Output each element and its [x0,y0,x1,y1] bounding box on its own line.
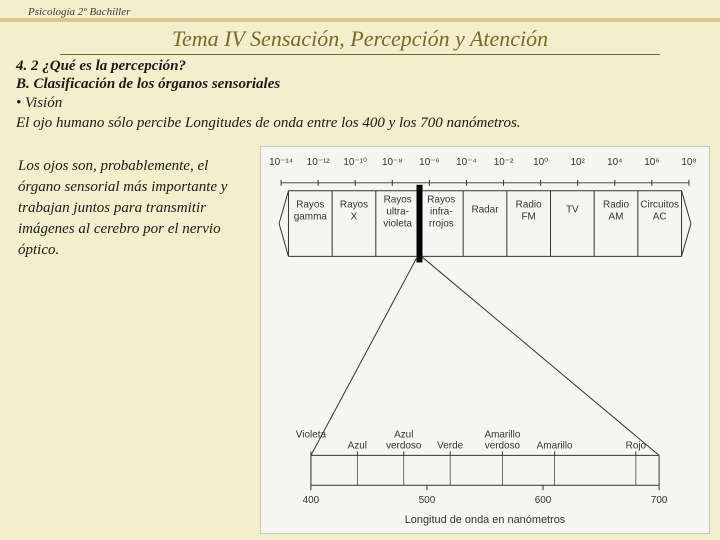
svg-text:Violeta: Violeta [296,429,327,440]
svg-text:gamma: gamma [294,212,328,223]
svg-text:10⁻²: 10⁻² [494,157,514,168]
svg-text:Rayos: Rayos [384,195,412,206]
svg-text:Azul: Azul [394,429,413,440]
svg-text:Rayos: Rayos [340,200,368,211]
course-label: Psicología 2º Bachiller [28,6,130,18]
svg-text:Radio: Radio [516,200,542,211]
svg-text:10²: 10² [571,157,586,168]
header-band [0,18,720,22]
svg-text:10⁻¹²: 10⁻¹² [307,157,331,168]
svg-text:10⁰: 10⁰ [533,157,548,168]
svg-text:verdoso: verdoso [386,440,422,451]
svg-text:400: 400 [303,495,320,506]
svg-text:10⁻⁸: 10⁻⁸ [382,157,403,168]
svg-text:Amarillo: Amarillo [537,440,573,451]
svg-text:10⁻⁶: 10⁻⁶ [419,157,439,168]
svg-text:500: 500 [419,495,436,506]
diagram-svg: 10⁻¹⁴ 10⁻¹² 10⁻¹⁰ 10⁻⁸ 10⁻⁶ 10⁻⁴ 10⁻² 10⁰ 10² 10⁴… [261,147,709,533]
svg-text:Radar: Radar [471,205,499,216]
svg-text:Amarillo: Amarillo [484,429,520,440]
paragraph-eyes: Los ojos son, probablemente, el órgano s… [18,156,248,261]
svg-text:Rayos: Rayos [296,200,324,211]
svg-text:infra-: infra- [430,207,453,218]
svg-text:10⁸: 10⁸ [681,157,696,168]
svg-text:verdoso: verdoso [485,440,521,451]
svg-text:Rayos: Rayos [427,195,455,206]
bullet-vision: • Visión [16,95,62,112]
svg-text:Longitud de onda en nanómetros: Longitud de onda en nanómetros [405,514,566,526]
svg-text:Azul: Azul [348,440,367,451]
svg-text:AM: AM [609,212,624,223]
topic-title: Tema IV Sensación, Percepción y Atención [0,26,720,54]
svg-text:FM: FM [521,212,535,223]
section-classification: B. Clasificación de los órganos sensoria… [16,76,280,93]
svg-text:violeta: violeta [383,219,412,230]
svg-text:10⁻⁴: 10⁻⁴ [456,157,477,168]
svg-text:Verde: Verde [437,440,463,451]
svg-text:TV: TV [566,205,579,216]
em-spectrum-diagram: 10⁻¹⁴ 10⁻¹² 10⁻¹⁰ 10⁻⁸ 10⁻⁶ 10⁻⁴ 10⁻² 10⁰ 10² 10⁴… [260,146,710,534]
svg-text:10⁴: 10⁴ [607,157,622,168]
title-underline [60,54,660,55]
svg-text:X: X [351,212,358,223]
section-question: 4. 2 ¿Qué es la percepción? [16,58,186,75]
main-sentence: El ojo humano sólo percibe Longitudes de… [16,113,712,133]
svg-text:10⁻¹⁰: 10⁻¹⁰ [343,157,367,168]
svg-text:700: 700 [651,495,668,506]
svg-text:rrojos: rrojos [429,219,454,230]
svg-text:10⁻¹⁴: 10⁻¹⁴ [269,157,293,168]
svg-text:Radio: Radio [603,200,629,211]
svg-text:Rojo: Rojo [626,440,647,451]
svg-text:600: 600 [535,495,552,506]
svg-text:Circuitos: Circuitos [640,200,679,211]
svg-text:10⁶: 10⁶ [644,157,659,168]
svg-text:AC: AC [653,212,667,223]
svg-text:ultra-: ultra- [386,207,409,218]
